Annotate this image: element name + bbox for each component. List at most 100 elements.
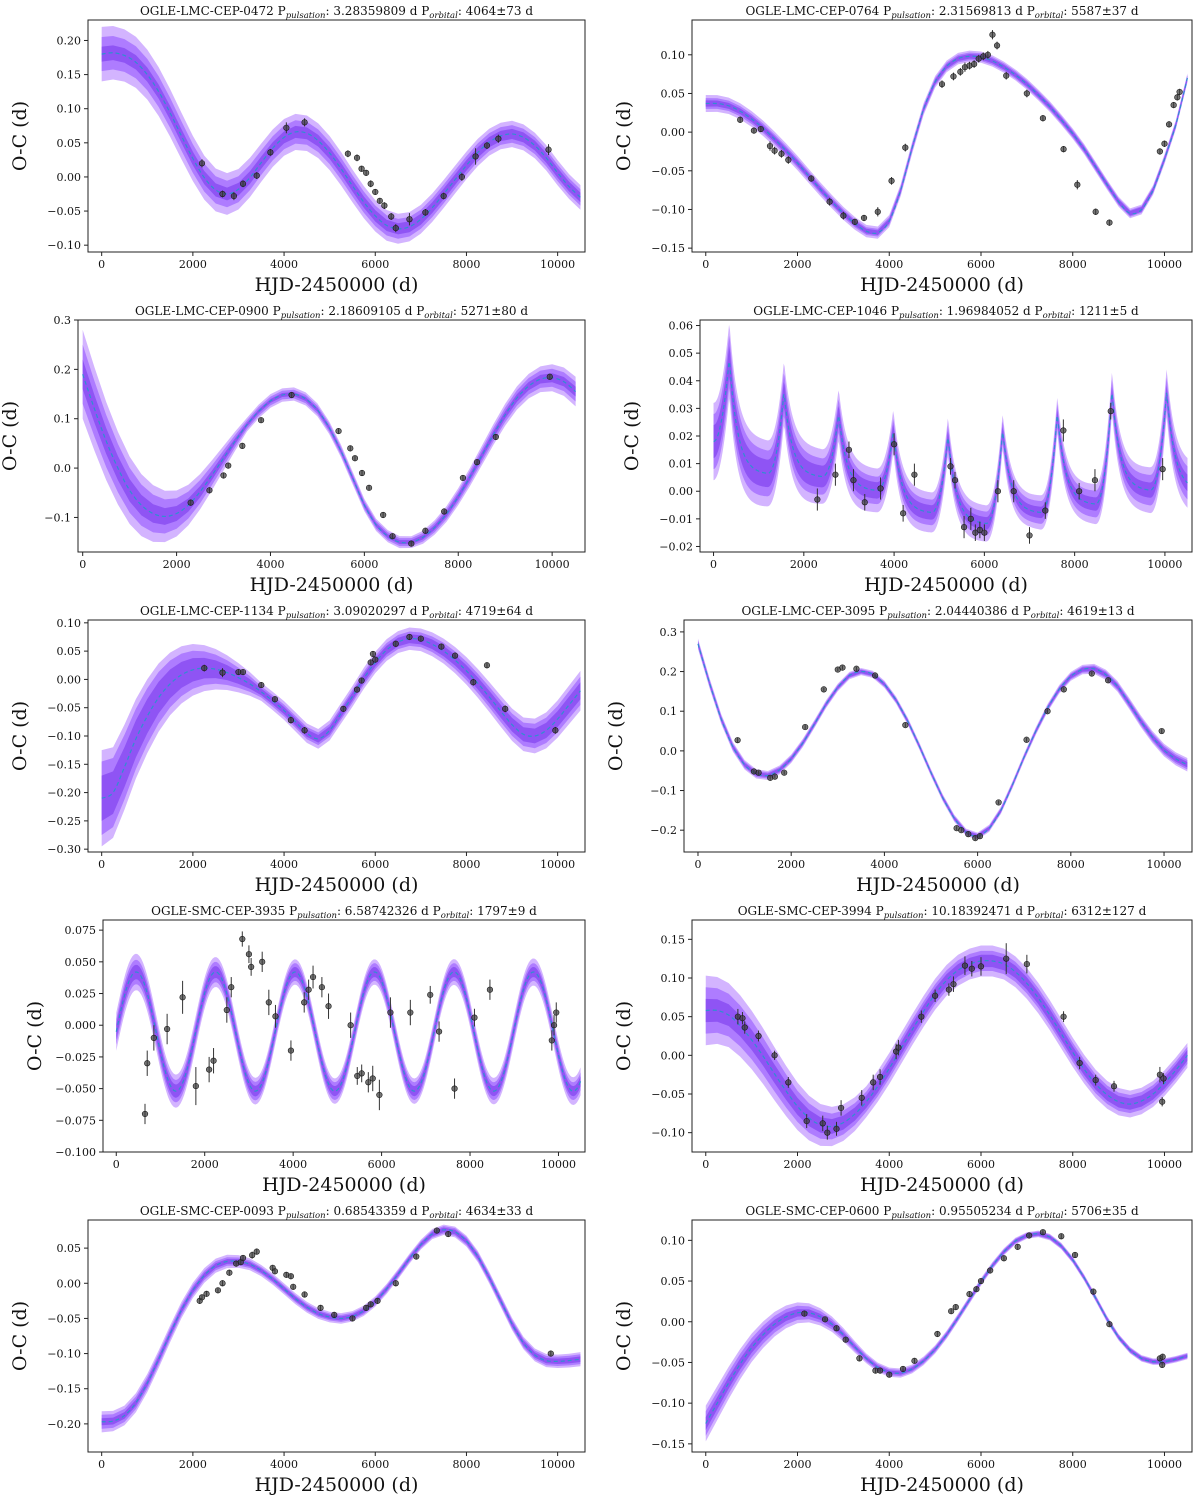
orbital-period: : 4719±64 d — [458, 604, 534, 618]
oc-chart-svg: 0 2000 4000 6000 8000 10000 −0.15 −0.10 −0.05 0.0… — [613, 1204, 1193, 1496]
data-point — [977, 1277, 985, 1285]
point-marker — [287, 717, 295, 724]
data-point — [842, 1336, 849, 1343]
point-marker — [886, 1371, 893, 1378]
data-point — [305, 979, 312, 1000]
data-point — [1000, 1255, 1008, 1262]
data-point — [422, 209, 429, 216]
data-point — [877, 477, 884, 500]
x-axis-label: HJD-2450000 (d) — [860, 1474, 1024, 1496]
star-name: OGLE-SMC-CEP-3935 P — [151, 904, 297, 918]
point-marker — [1071, 1251, 1079, 1259]
point-marker — [301, 727, 308, 734]
data-point — [1105, 677, 1112, 684]
y-tick-label: 0.00 — [661, 1316, 686, 1329]
data-point — [223, 997, 230, 1023]
data-point — [734, 737, 741, 744]
subscript: pulsation — [286, 1211, 326, 1221]
point-marker — [445, 1230, 452, 1238]
point-marker — [757, 125, 764, 133]
data-point — [981, 524, 988, 541]
data-point — [976, 521, 983, 539]
oc-panel: 0 2000 4000 6000 8000 10000 −0.2 −0.1 0.0 0.1 0.2 0… — [0, 600, 1200, 904]
panel-title: OGLE-SMC-CEP-0600 Ppulsation: 0.95505234… — [745, 1204, 1139, 1221]
point-marker — [755, 1032, 762, 1040]
data-point — [258, 681, 265, 689]
data-point — [824, 1125, 831, 1140]
data-point — [376, 197, 383, 204]
data-point — [995, 799, 1002, 806]
point-marker — [1159, 1098, 1166, 1105]
data-point — [984, 50, 991, 59]
data-point — [206, 487, 213, 494]
plot-area — [115, 931, 582, 1125]
y-tick-label: −0.10 — [47, 1348, 81, 1361]
point-marker — [287, 1273, 295, 1280]
point-marker — [1010, 488, 1017, 495]
point-marker — [771, 147, 778, 154]
data-point — [201, 664, 208, 672]
y-tick-label: −0.1 — [650, 785, 677, 798]
subscript: pulsation — [297, 911, 337, 921]
point-marker — [317, 1304, 324, 1311]
point-marker — [739, 1015, 746, 1022]
x-tick-label: 10000 — [541, 1158, 576, 1171]
point-marker — [387, 1009, 394, 1016]
data-point — [971, 60, 978, 68]
point-marker — [802, 723, 809, 731]
data-point — [876, 1367, 884, 1374]
subscript: pulsation — [286, 611, 326, 621]
data-point — [553, 1002, 560, 1023]
y-tick-label: 0.06 — [669, 320, 694, 333]
data-point — [1170, 101, 1177, 109]
point-marker — [1076, 488, 1083, 495]
point-marker — [987, 1267, 994, 1274]
subscript: orbital — [429, 611, 458, 621]
data-point — [839, 664, 846, 671]
point-marker — [1058, 1233, 1065, 1240]
x-tick-label: 8000 — [1059, 258, 1087, 271]
data-point — [1003, 943, 1010, 975]
data-point — [870, 1074, 877, 1091]
y-tick-label: 0.05 — [669, 347, 694, 360]
data-point — [210, 1048, 217, 1074]
y-axis-label: O-C (d) — [605, 701, 627, 771]
data-point — [911, 463, 918, 486]
data-point — [845, 441, 853, 459]
oc-panel: 0 2000 4000 6000 8000 10000 −0.20 −0.15 −0.10 −0.… — [0, 1200, 1200, 1504]
point-marker — [1060, 686, 1067, 693]
data-point — [952, 1304, 959, 1311]
point-marker — [771, 773, 778, 780]
point-marker — [301, 1291, 308, 1298]
data-point — [1039, 1229, 1047, 1236]
data-point — [976, 833, 984, 840]
oc-panel: 0 2000 4000 6000 8000 10000 −0.10 −0.05 0.00 0.05… — [0, 0, 1200, 304]
y-tick-label: 0.0 — [54, 462, 72, 475]
data-point — [392, 1280, 399, 1287]
point-marker — [755, 769, 762, 776]
plot-area — [705, 943, 1188, 1147]
point-marker — [422, 527, 429, 534]
x-tick-label: 2000 — [784, 1158, 812, 1171]
data-point — [483, 142, 491, 149]
y-tick-label: 0.15 — [661, 933, 686, 946]
data-point — [239, 931, 246, 947]
data-point — [198, 1294, 206, 1301]
data-point — [392, 224, 399, 233]
data-point — [388, 213, 395, 220]
y-tick-label: 0.00 — [661, 1049, 686, 1062]
point-marker — [938, 81, 946, 88]
data-point — [973, 1286, 980, 1293]
x-tick-label: 6000 — [361, 858, 389, 871]
point-marker — [1003, 955, 1010, 962]
y-tick-label: −0.10 — [651, 1127, 685, 1140]
plot-area — [713, 324, 1188, 544]
y-tick-label: −0.050 — [55, 1083, 96, 1096]
data-point — [290, 1283, 297, 1290]
point-marker — [911, 471, 918, 478]
data-point — [902, 721, 909, 729]
data-point — [206, 1056, 213, 1083]
y-tick-label: 0.05 — [57, 1242, 82, 1255]
data-point — [755, 769, 762, 776]
data-point — [766, 141, 774, 151]
